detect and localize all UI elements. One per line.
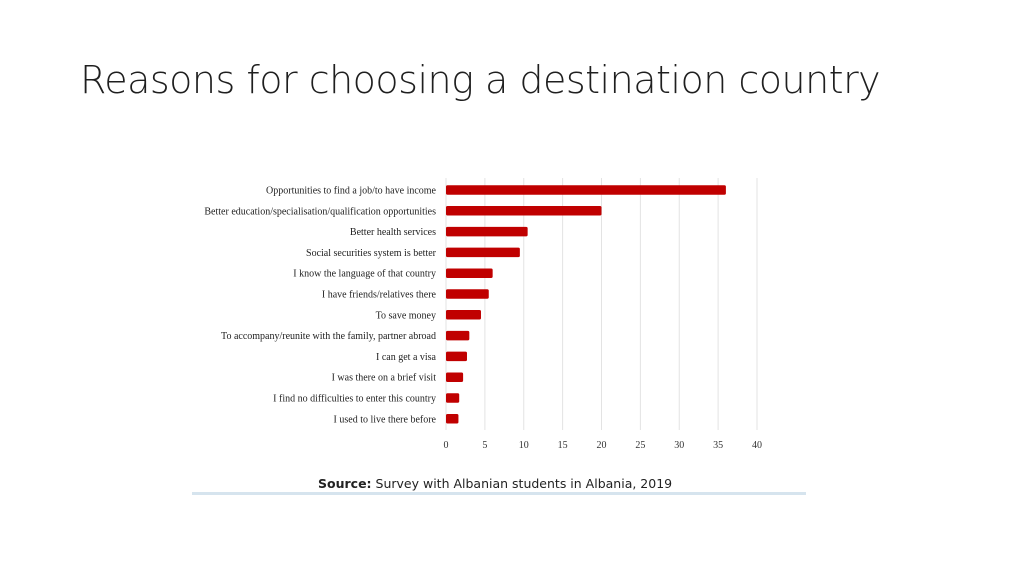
- bar-8: [446, 330, 470, 341]
- x-tick-label-35: 35: [713, 440, 723, 451]
- bar-2: [446, 206, 602, 216]
- bar-4: [446, 247, 520, 258]
- category-label-3: Better health services: [350, 227, 436, 238]
- x-tick-label-20: 20: [597, 440, 607, 451]
- category-label-1: Opportunities to find a job/to have inco…: [266, 186, 437, 197]
- bar-7: [446, 310, 481, 320]
- category-label-8: To accompany/reunite with the family, pa…: [221, 331, 436, 342]
- category-label-7: To save money: [376, 310, 436, 321]
- category-label-12: I used to live there before: [334, 414, 437, 425]
- source-note: Source: Survey with Albanian students in…: [318, 476, 672, 491]
- bar-9: [446, 351, 467, 362]
- category-label-10: I was there on a brief visit: [332, 373, 437, 384]
- category-label-4: Social securities system is better: [306, 248, 437, 259]
- x-tick-label-30: 30: [674, 440, 684, 451]
- source-text: Survey with Albanian students in Albania…: [371, 476, 673, 491]
- x-tick-label-40: 40: [752, 440, 762, 451]
- category-label-11: I find no difficulties to enter this cou…: [273, 394, 436, 405]
- bar-11: [446, 393, 460, 403]
- x-tick-label-10: 10: [519, 440, 529, 451]
- bar-chart: 0 5 10 15 20 25 30 35 40 Opportunities to find a …: [192, 150, 806, 496]
- category-label-6: I have friends/relatives there: [322, 290, 437, 301]
- category-label-9: I can get a visa: [376, 352, 437, 363]
- bar-chart-svg: 0 5 10 15 20 25 30 35 40 Opportunities to find a …: [204, 178, 762, 451]
- category-label-5: I know the language of that country: [293, 269, 436, 280]
- x-tick-label-0: 0: [444, 440, 449, 451]
- bar-12: [446, 414, 459, 424]
- x-tick-label-5: 5: [482, 440, 487, 451]
- slide-title: Reasons for choosing a destination count…: [80, 58, 881, 102]
- category-label-2: Better education/specialisation/qualific…: [204, 206, 436, 217]
- x-tick-label-25: 25: [635, 440, 645, 451]
- bar-10: [446, 372, 464, 382]
- bar-1: [446, 185, 726, 195]
- source-label: Source:: [318, 476, 372, 491]
- x-tick-label-15: 15: [558, 440, 568, 451]
- bar-3: [446, 226, 528, 237]
- bar-6: [446, 289, 489, 299]
- bottom-rule: [192, 492, 806, 495]
- bar-5: [446, 268, 493, 278]
